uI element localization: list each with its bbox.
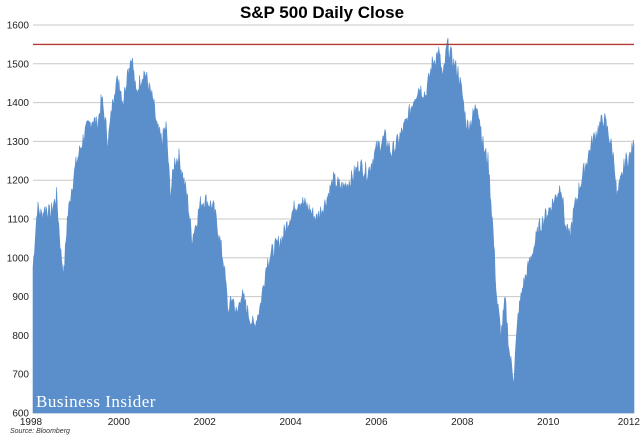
- y-tick-label: 1200: [7, 176, 30, 187]
- y-tick-label: 800: [12, 331, 29, 342]
- source-note: Source: Bloomberg: [10, 428, 70, 435]
- series-area: [32, 37, 635, 414]
- plot-area: [32, 37, 635, 414]
- x-tick-label: 2002: [194, 417, 217, 428]
- x-tick-label: 2012: [618, 417, 640, 428]
- y-tick-label: 1300: [7, 137, 30, 148]
- x-axis-ticks: 1998 2000 2002 2004 2006 2008 2010 2012: [20, 417, 640, 428]
- x-tick-label: 1998: [20, 417, 43, 428]
- y-tick-label: 1100: [7, 215, 29, 226]
- watermark: Business Insider: [36, 392, 156, 411]
- x-tick-label: 2010: [537, 417, 560, 428]
- x-tick-label: 2004: [279, 417, 302, 428]
- y-tick-label: 900: [12, 292, 29, 303]
- y-tick-label: 1600: [7, 21, 30, 32]
- x-tick-label: 2000: [108, 417, 131, 428]
- y-tick-label: 1400: [7, 98, 30, 109]
- chart-title: S&P 500 Daily Close: [240, 3, 404, 22]
- x-tick-label: 2008: [451, 417, 474, 428]
- y-tick-label: 1500: [7, 59, 30, 70]
- y-tick-label: 1000: [7, 253, 30, 264]
- x-tick-label: 2006: [365, 417, 388, 428]
- y-tick-label: 600: [12, 409, 29, 420]
- y-tick-label: 700: [12, 370, 29, 381]
- y-axis-ticks: 600 700 800 900 1000 1100 1200 1300 1400 1500 1600: [7, 21, 30, 420]
